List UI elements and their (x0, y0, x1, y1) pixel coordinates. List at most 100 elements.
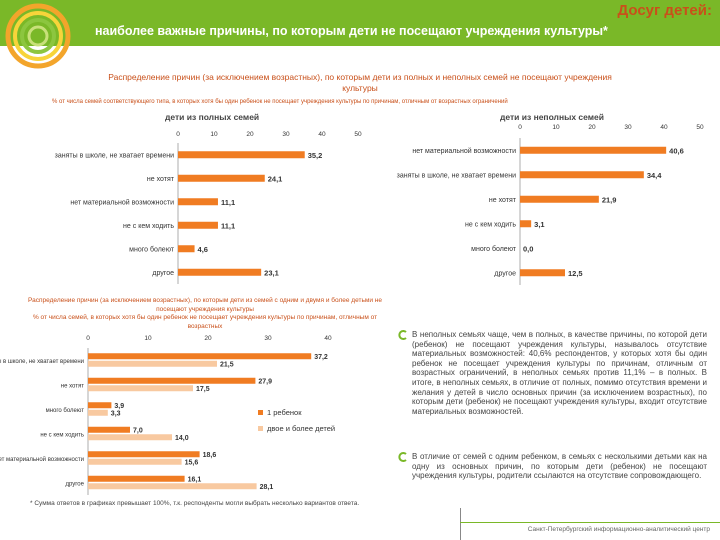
value-label: 18,6 (203, 452, 217, 459)
bar-one-child (88, 377, 256, 384)
value-label: 7,0 (133, 427, 143, 434)
bar (178, 221, 218, 229)
page-title: Досуг детей: (617, 2, 712, 19)
divider-vertical (460, 508, 461, 540)
category-label: не с кем ходить (465, 221, 516, 228)
logo-circles (5, 3, 71, 69)
tick-label: 20 (204, 335, 212, 342)
category-label: заняты в школе, не хватает времени (55, 152, 174, 159)
value-label: 40,6 (669, 146, 684, 155)
bar-one-child (88, 475, 185, 482)
legend-label: 1 ребенок (267, 408, 302, 417)
bar (520, 269, 565, 277)
tick-label: 30 (264, 335, 272, 342)
category-label: заняты в школе, не хватает времени (397, 172, 516, 179)
category-label: другое (152, 270, 174, 277)
header-bar (0, 0, 720, 46)
value-label: 12,5 (568, 269, 583, 278)
tick-label: 20 (588, 124, 596, 131)
legend-swatch (258, 410, 263, 415)
source-label: Санкт-Петербургский информационно-аналит… (527, 526, 710, 533)
legend-label: двое и более детей (267, 424, 335, 433)
category-label: не с кем ходить (123, 223, 174, 230)
bar (520, 171, 644, 179)
value-label: 24,1 (268, 174, 283, 183)
value-label: 28,1 (260, 484, 274, 491)
category-label: много болеют (46, 408, 85, 414)
category-label: не с кем ходить (40, 432, 84, 438)
text-paragraph-2: В отличие от семей с одним ребенком, в с… (412, 452, 707, 481)
value-label: 11,1 (221, 198, 235, 207)
category-label: не хотят (147, 176, 175, 183)
tick-label: 50 (696, 124, 704, 131)
bullet-icon (398, 452, 407, 462)
legend-swatch (258, 426, 263, 431)
category-label: не хотят (489, 197, 517, 204)
bar (178, 174, 265, 182)
chart-single-parent-families: 0 10 20 30 40 50 нет материальной возможности 4… (397, 124, 704, 285)
category-label: заняты в школе, не хватает времени (0, 359, 84, 365)
tick-label: 30 (624, 124, 632, 131)
section1-note: % от числа семей соответствующего типа, … (52, 99, 508, 105)
bar (178, 268, 262, 276)
tick-label: 0 (176, 131, 180, 138)
bar-two-plus-children (88, 360, 217, 367)
bar (178, 245, 195, 253)
category-label: нет материальной возможности (0, 456, 84, 463)
tick-label: 40 (324, 335, 332, 342)
value-label: 21,5 (220, 361, 234, 368)
bar (178, 198, 218, 206)
chart1-title: дети из полных семей (165, 112, 260, 122)
chart-by-children-count: 0 10 20 30 40 заняты в школе, не хватает врем… (0, 335, 335, 495)
chart3-note: % от числа семей, в которых хотя бы один… (32, 314, 378, 330)
bar-one-child (88, 353, 312, 360)
chart-full-families: 0 10 20 30 40 50 заняты в школе, не хватает вр… (55, 131, 362, 284)
bar-two-plus-children (88, 483, 257, 490)
value-label: 3,3 (111, 410, 121, 417)
value-label: 27,9 (258, 378, 272, 385)
chart3-title: Распределение причин (за исключением воз… (28, 297, 382, 313)
value-label: 15,6 (185, 459, 199, 466)
value-label: 34,4 (647, 171, 662, 180)
bar (520, 220, 532, 228)
category-label: не хотят (61, 383, 84, 389)
value-label: 35,2 (308, 151, 323, 160)
bar-two-plus-children (88, 385, 193, 392)
category-label: нет материальной возможности (412, 147, 516, 155)
value-label: 14,0 (175, 435, 189, 442)
category-label: нет материальной возможности (70, 198, 174, 206)
value-label: 37,2 (314, 354, 328, 361)
bar (520, 195, 599, 203)
bar-two-plus-children (88, 409, 108, 416)
bullet-icon (398, 330, 407, 340)
section2-title: Распределение причин (за исключением воз… (20, 297, 390, 331)
value-label: 0,0 (523, 244, 533, 253)
text-paragraph-1: В неполных семьях чаще, чем в полных, в … (412, 330, 707, 416)
tick-label: 40 (660, 124, 668, 131)
bar-two-plus-children (88, 458, 182, 465)
value-label: 16,1 (188, 476, 202, 483)
value-label: 4,6 (198, 245, 208, 254)
bar-one-child (88, 426, 130, 433)
bar-two-plus-children (88, 434, 172, 441)
category-label: другое (65, 481, 84, 487)
bar (520, 146, 667, 154)
page-subtitle: наиболее важные причины, по которым дети… (95, 24, 608, 38)
divider-horizontal (460, 522, 720, 523)
bar-one-child (88, 451, 200, 458)
value-label: 3,9 (114, 403, 124, 410)
bar-one-child (88, 402, 112, 409)
tick-label: 0 (86, 335, 90, 342)
value-label: 3,1 (534, 220, 544, 229)
category-label: другое (494, 270, 516, 277)
value-label: 17,5 (196, 386, 210, 393)
value-label: 11,1 (221, 221, 235, 230)
value-label: 23,1 (264, 268, 279, 277)
tick-label: 20 (246, 131, 254, 138)
tick-label: 0 (518, 124, 522, 131)
section1-title: Распределение причин (за исключением воз… (108, 72, 612, 93)
value-label: 21,9 (602, 195, 617, 204)
tick-label: 10 (552, 124, 560, 131)
tick-label: 50 (354, 131, 362, 138)
footnote: * Сумма ответов в графиках превышает 100… (30, 500, 360, 507)
